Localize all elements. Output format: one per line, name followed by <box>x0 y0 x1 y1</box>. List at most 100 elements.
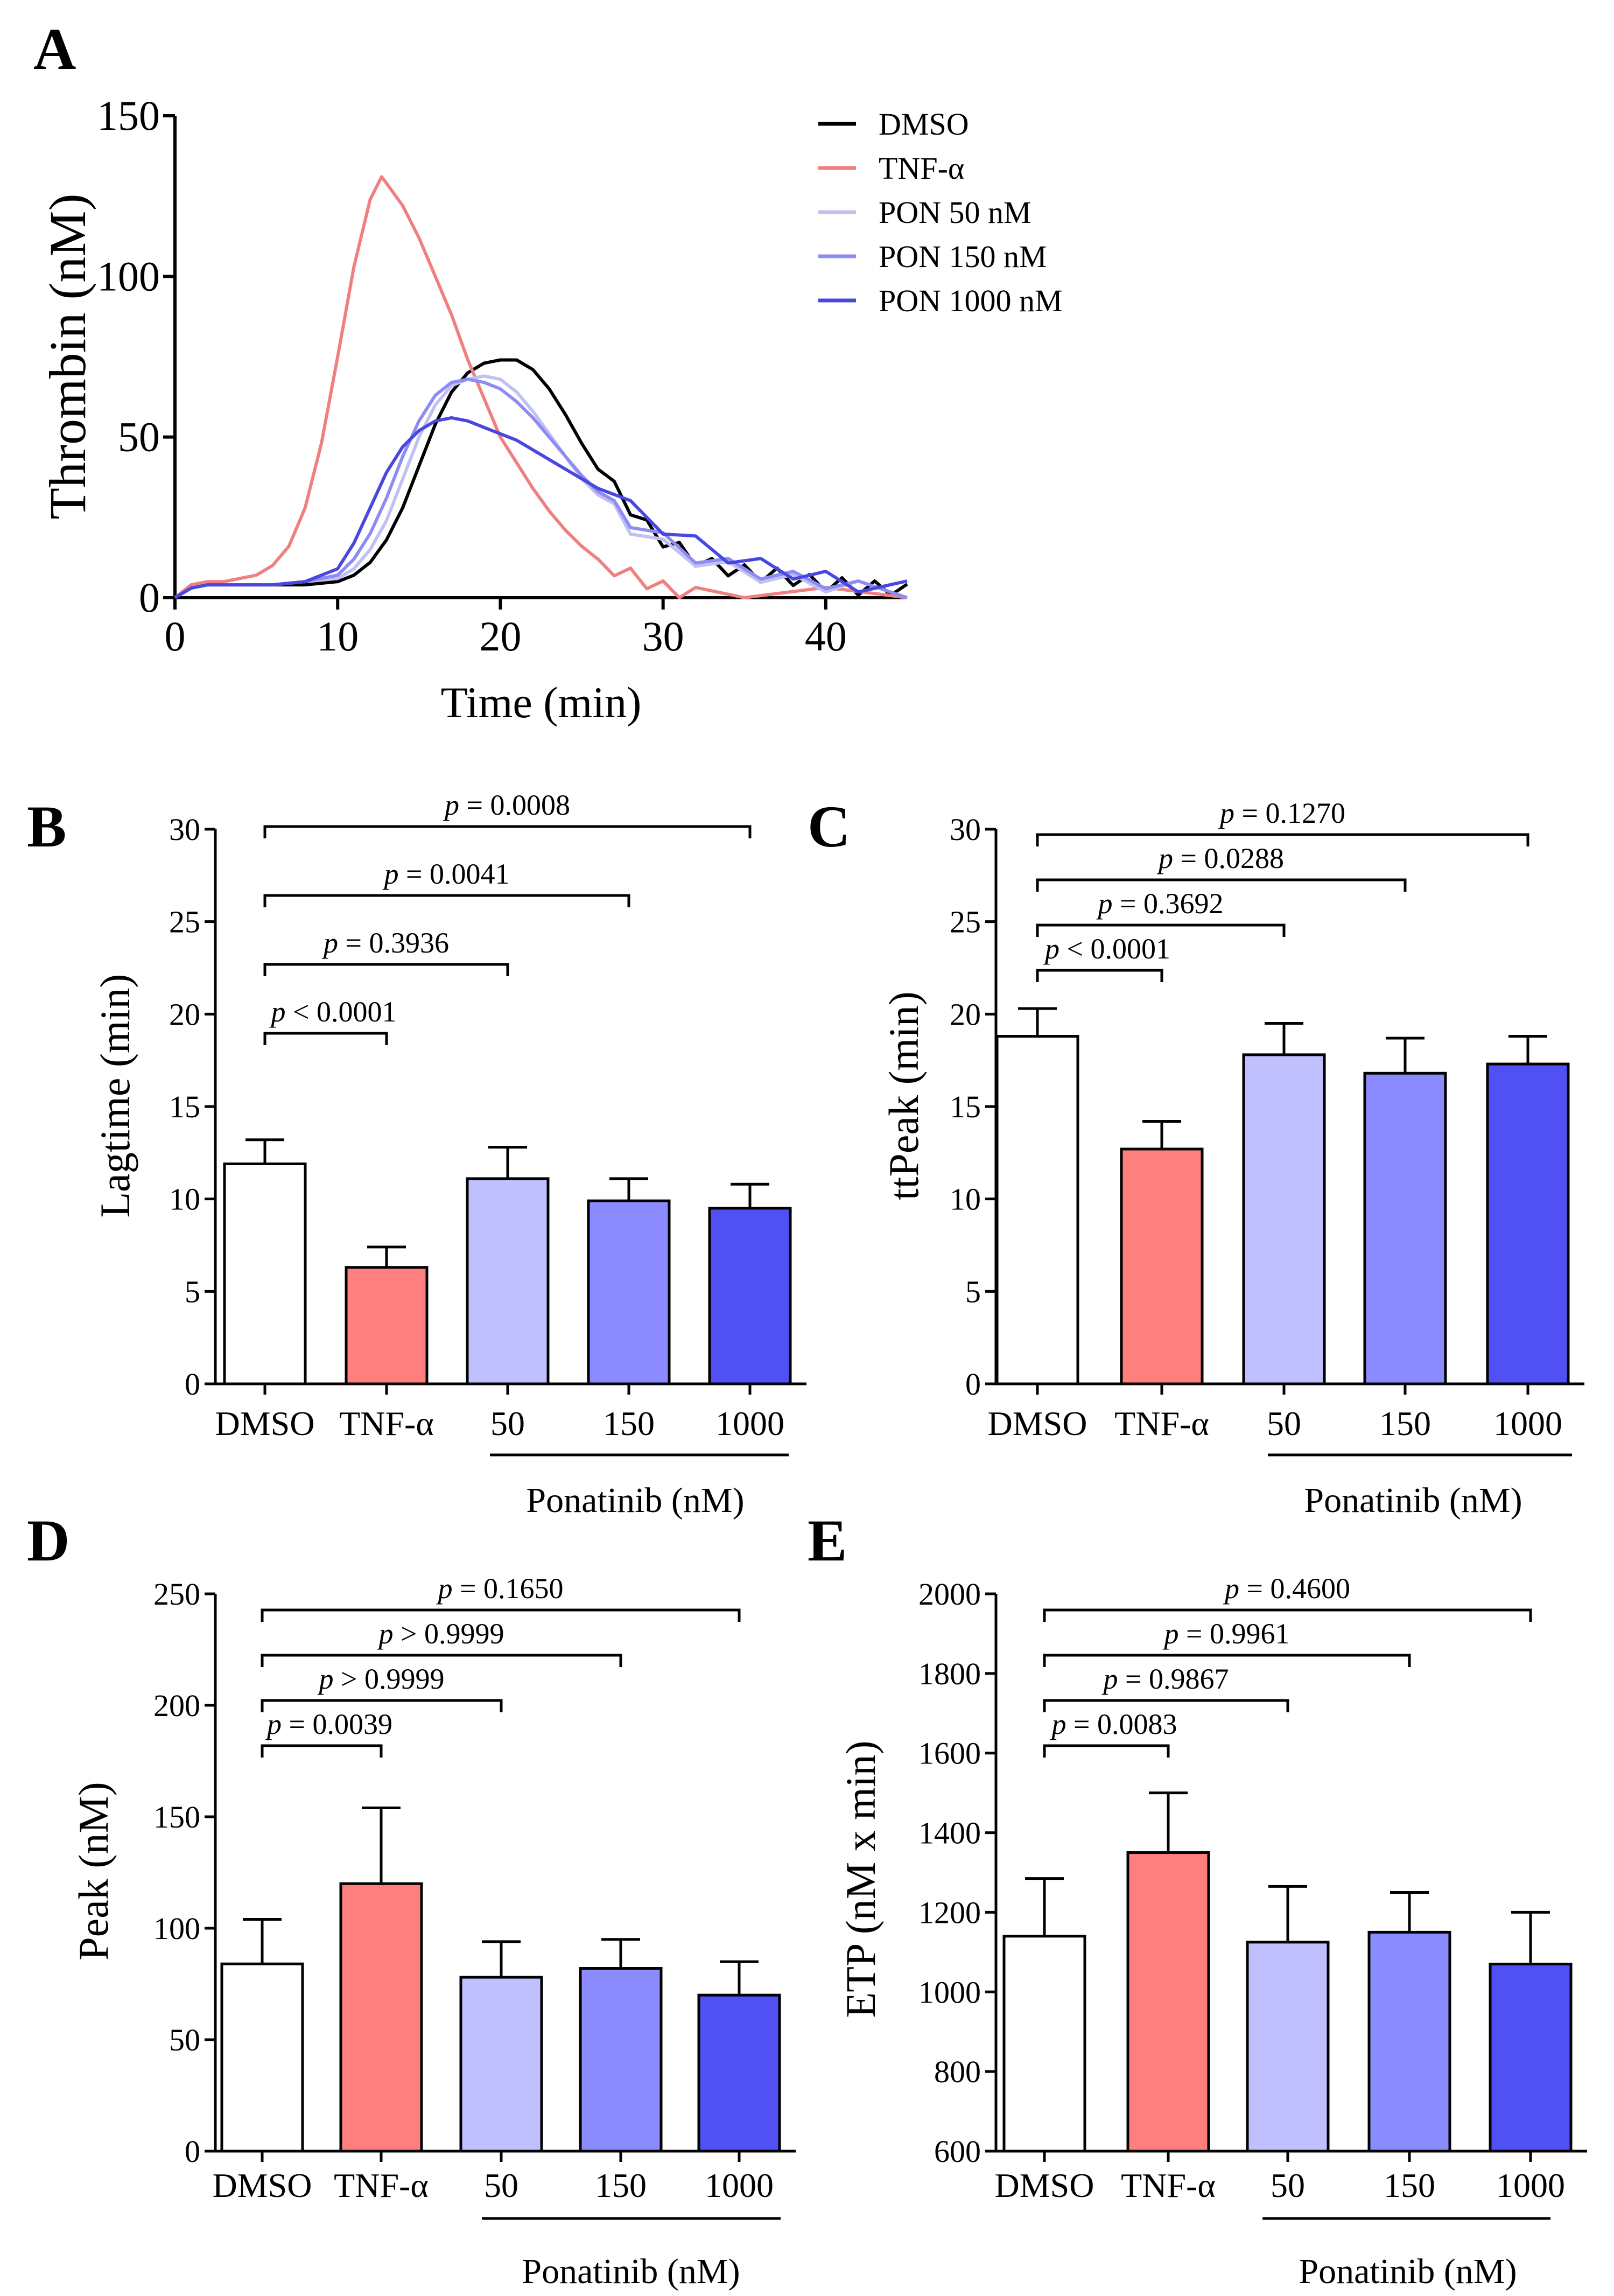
category-label: DMSO <box>215 1404 315 1443</box>
panel-letter-d: D <box>27 1508 69 1573</box>
bar-1 <box>339 1882 423 2153</box>
p-value-label: p = 0.0039 <box>265 1708 392 1740</box>
series-line-3 <box>174 377 908 599</box>
panel-a-legend: DMSO TNF-α PON 50 nM PON 150 nM PON 1000 nM <box>818 107 1063 318</box>
category-label: 50 <box>1267 1404 1301 1443</box>
category-label: TNF-α <box>1114 1404 1209 1443</box>
panel-e-etp: E ETP (nM x min) 600 800 1000 1200 1400 1600 1… <box>808 1508 1587 2291</box>
bar-4 <box>1486 1062 1570 1385</box>
panel-d-group-label: Ponatinib (nM) <box>522 2252 740 2291</box>
panel-a-y-axis-label: Thrombin (nM) <box>39 193 96 519</box>
y-tick-label: 200 <box>153 1688 200 1723</box>
significance-bracket <box>1036 878 1407 892</box>
significance-bracket <box>261 1608 741 1622</box>
p-value-label: p > 0.9999 <box>317 1663 445 1695</box>
panel-a-y-tick-label: 0 <box>139 574 160 621</box>
p-value-label: p < 0.0001 <box>269 996 397 1028</box>
significance-bracket <box>263 825 752 838</box>
y-tick-label: 1600 <box>918 1736 981 1771</box>
panel-e-y-axis-label: ETP (nM x min) <box>837 1741 884 2018</box>
panel-c-group-label: Ponatinib (nM) <box>1304 1481 1522 1520</box>
category-label: 50 <box>1271 2166 1305 2204</box>
panel-letter-a: A <box>33 16 76 82</box>
category-label: TNF-α <box>334 2166 429 2204</box>
panel-a-series-lines <box>174 175 908 599</box>
p-value-label: p = 0.4600 <box>1223 1572 1350 1605</box>
significance-bracket <box>1036 923 1286 937</box>
bar-2 <box>1246 1941 1330 2153</box>
bar-1 <box>1120 1147 1204 1385</box>
panel-a-y-tick-label: 50 <box>118 414 160 460</box>
y-tick-label: 0 <box>185 2134 200 2169</box>
bar-0 <box>995 1035 1079 1385</box>
panel-a-y-ticks: 0 50 100 150 <box>97 92 175 621</box>
panel-a-x-ticks: 0 10 20 30 40 <box>165 598 847 660</box>
y-tick-label: 5 <box>185 1274 200 1309</box>
panel-letter-b: B <box>27 794 66 859</box>
category-label: DMSO <box>213 2166 312 2204</box>
y-tick-label: 25 <box>950 905 981 940</box>
significance-bracket <box>1043 1608 1532 1622</box>
legend-label-2: PON 50 nM <box>879 195 1031 230</box>
panel-a-thrombin-generation-curve: A 0 50 100 150 0 10 20 30 40 DMSO TNF-α PON 50 nM… <box>33 16 1063 727</box>
panel-a-x-tick-label: 30 <box>642 613 684 660</box>
y-tick-label: 50 <box>169 2022 200 2057</box>
y-tick-label: 600 <box>934 2134 981 2169</box>
legend-label-3: PON 150 nM <box>879 239 1047 274</box>
y-tick-label: 100 <box>153 1911 200 1946</box>
panel-a-x-tick-label: 40 <box>805 613 847 660</box>
y-tick-label: 1800 <box>918 1656 981 1691</box>
panel-e-group-label: Ponatinib (nM) <box>1299 2252 1517 2291</box>
panel-a-x-tick-label: 10 <box>317 613 359 660</box>
y-tick-label: 250 <box>153 1577 200 1612</box>
panel-a-x-tick-label: 20 <box>479 613 521 660</box>
series-line-4 <box>174 416 908 599</box>
significance-bracket <box>263 963 509 976</box>
y-tick-label: 0 <box>185 1367 200 1402</box>
bar-4 <box>708 1207 792 1385</box>
panel-b-plot: 0 5 10 15 20 25 30 DMSO TNF-α 50 150 1000 p < 0.0001… <box>169 789 806 1457</box>
y-tick-label: 10 <box>169 1182 200 1217</box>
legend-label-1: TNF-α <box>879 151 964 186</box>
bar-2 <box>1242 1053 1326 1385</box>
y-tick-label: 5 <box>965 1274 981 1309</box>
category-label: TNF-α <box>339 1404 434 1443</box>
p-value-label: p = 0.3692 <box>1096 887 1224 920</box>
y-tick-label: 800 <box>934 2054 981 2089</box>
y-tick-label: 25 <box>169 905 200 940</box>
panel-a-y-tick-label: 100 <box>97 253 160 299</box>
p-value-label: p = 0.9867 <box>1101 1663 1229 1695</box>
legend-label-0: DMSO <box>879 107 969 142</box>
category-label: 1000 <box>705 2166 774 2204</box>
significance-bracket <box>1043 1654 1411 1667</box>
bar-0 <box>220 1962 304 2153</box>
bar-3 <box>1363 1072 1447 1385</box>
bar-2 <box>466 1177 550 1385</box>
panel-a-y-tick-label: 150 <box>97 92 160 139</box>
panel-d-peak: D Peak (nM) 0 50 100 150 200 250 DMSO TNF-α 50 15… <box>27 1508 796 2291</box>
significance-bracket <box>1036 969 1163 982</box>
y-tick-label: 1400 <box>918 1816 981 1851</box>
panel-c-plot: 0 5 10 15 20 25 30 DMSO TNF-α 50 150 1000 p < 0.0001… <box>950 797 1584 1457</box>
y-tick-label: 1000 <box>918 1975 981 2010</box>
y-tick-label: 0 <box>965 1367 981 1402</box>
significance-bracket <box>1043 1744 1170 1758</box>
series-line-0 <box>174 358 908 599</box>
panel-c-ttpeak: C ttPeak (min) 0 5 10 15 20 25 30 DMSO TNF-α 50 15… <box>808 794 1584 1520</box>
y-tick-label: 15 <box>169 1089 200 1124</box>
significance-bracket <box>261 1744 383 1758</box>
category-label: DMSO <box>995 2166 1094 2204</box>
significance-bracket <box>261 1699 503 1712</box>
panel-d-plot: 0 50 100 150 200 250 DMSO TNF-α 50 150 1000 p = 0.0… <box>153 1572 796 2220</box>
bar-1 <box>345 1266 429 1385</box>
bar-3 <box>579 1967 663 2153</box>
p-value-label: p = 0.1270 <box>1218 797 1345 829</box>
panel-a-x-axis-label: Time (min) <box>441 678 642 727</box>
panel-letter-c: C <box>808 794 850 859</box>
p-value-label: p = 0.0041 <box>382 858 510 890</box>
category-label: 1000 <box>1496 2166 1565 2204</box>
bar-2 <box>459 1976 543 2153</box>
bar-0 <box>1002 1935 1086 2153</box>
legend-label-4: PON 1000 nM <box>879 283 1063 318</box>
